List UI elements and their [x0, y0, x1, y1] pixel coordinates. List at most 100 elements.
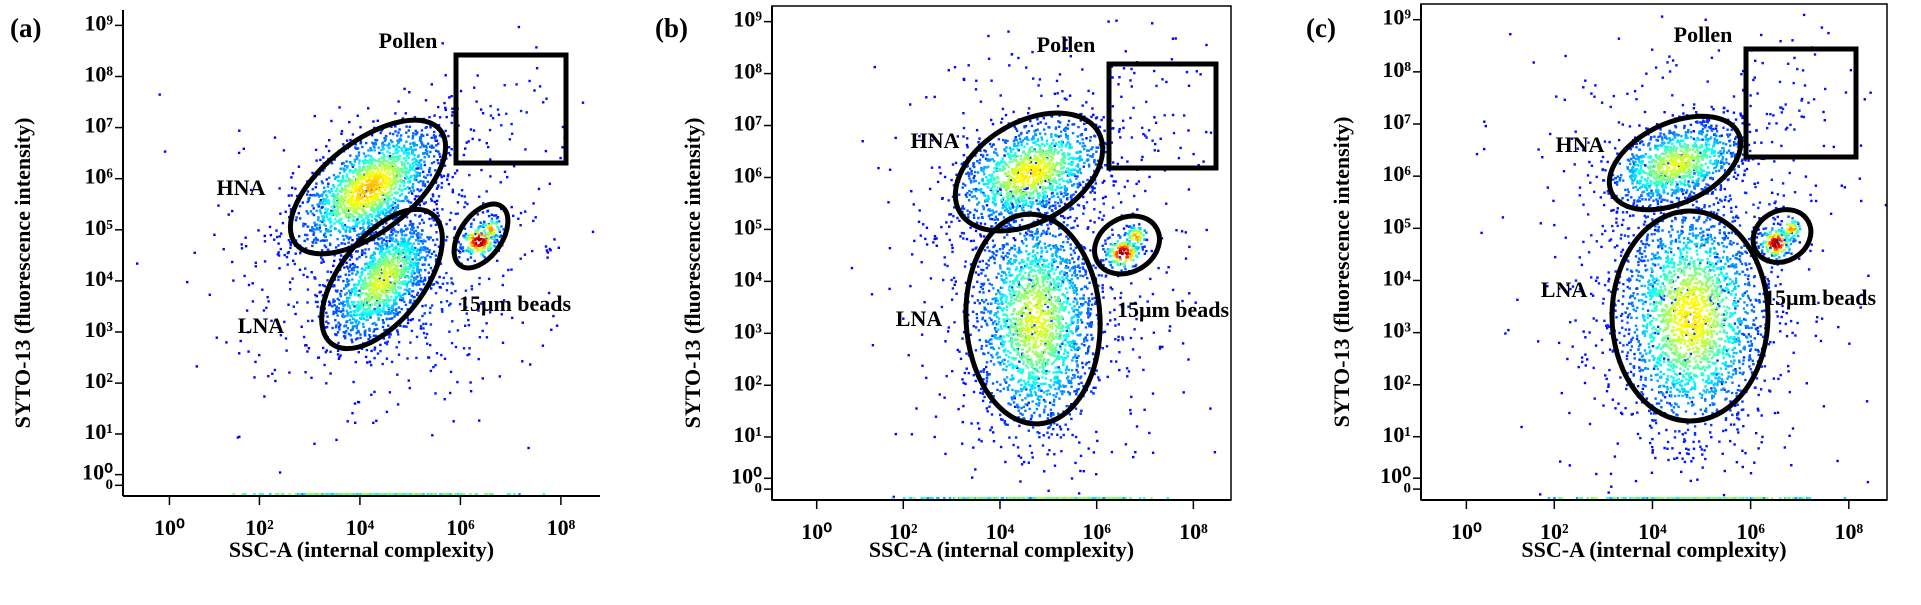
event-dot [451, 320, 454, 323]
event-dot [1029, 418, 1033, 421]
event-dot [381, 152, 384, 155]
event-dot [398, 128, 401, 131]
event-dot [349, 138, 352, 142]
event-dot [396, 151, 399, 155]
event-dot [401, 180, 404, 183]
event-dot [381, 240, 384, 243]
event-dot [429, 124, 432, 127]
event-dot [396, 216, 399, 219]
event-dot [1094, 300, 1097, 303]
event-dot [426, 247, 429, 250]
event-dot [404, 157, 407, 160]
event-dot [450, 281, 453, 284]
event-dot [525, 111, 528, 114]
event-dot [537, 187, 541, 191]
event-dot [1078, 270, 1081, 273]
event-dot [393, 240, 396, 243]
event-dot [421, 314, 424, 318]
event-dot [392, 132, 395, 136]
event-dot [490, 219, 493, 223]
event-dot [364, 287, 367, 290]
event-dot [400, 193, 403, 196]
event-dot [374, 230, 378, 234]
event-dot [362, 204, 366, 208]
event-dot [409, 146, 412, 149]
event-dot [412, 295, 415, 299]
event-dot [341, 234, 345, 238]
event-dot [378, 310, 381, 313]
event-dot [344, 315, 347, 318]
event-dot [1110, 119, 1114, 122]
event-dot [354, 200, 358, 203]
event-dot [348, 273, 351, 277]
event-dot [1115, 19, 1118, 22]
event-dot [406, 199, 409, 202]
event-dot [311, 319, 314, 322]
event-dot [1117, 323, 1120, 326]
event-dot [1093, 221, 1096, 224]
event-dot [414, 195, 417, 198]
event-dot [352, 186, 355, 189]
event-dot [284, 210, 287, 213]
event-dot [342, 304, 345, 308]
event-dot [325, 193, 328, 197]
event-dot [1017, 416, 1020, 419]
event-dot [419, 287, 422, 291]
event-dot [325, 493, 328, 496]
event-dot [427, 271, 430, 274]
event-dot [358, 159, 361, 162]
event-dot [977, 141, 980, 144]
event-dot [333, 193, 336, 196]
event-dot [468, 250, 472, 253]
event-dot [416, 188, 419, 191]
event-dot [242, 147, 245, 150]
event-dot [294, 493, 298, 496]
event-dot [380, 191, 384, 194]
event-dot [375, 309, 379, 313]
event-dot [421, 218, 424, 222]
event-dot [366, 172, 370, 176]
event-dot [384, 264, 388, 267]
event-dot [351, 133, 355, 136]
event-dot [374, 138, 377, 142]
event-dot [399, 295, 402, 298]
event-dot [427, 493, 430, 496]
event-dot [304, 371, 307, 374]
event-dot [489, 243, 492, 246]
event-dot [325, 325, 329, 329]
event-dot [213, 233, 216, 236]
event-dot [987, 259, 991, 262]
event-dot [329, 217, 332, 220]
event-dot [962, 207, 966, 210]
event-dot [389, 198, 392, 201]
event-dot [424, 268, 427, 272]
event-dot [432, 283, 436, 286]
event-dot [422, 331, 426, 335]
gate [451, 201, 511, 271]
event-dot [1095, 430, 1098, 434]
event-dot [1069, 55, 1072, 58]
event-dot [368, 281, 371, 284]
event-dot [430, 136, 433, 139]
event-dot [422, 246, 426, 249]
event-dot [416, 271, 419, 274]
event-dot [365, 216, 368, 219]
event-dot [389, 281, 392, 284]
event-dot [402, 266, 405, 269]
event-dot [1101, 218, 1104, 221]
event-dot [404, 224, 407, 227]
event-dot [974, 349, 978, 352]
event-dot [356, 337, 359, 340]
event-dot [380, 309, 384, 312]
event-dot [385, 357, 389, 360]
event-dot [388, 161, 391, 165]
event-dot [316, 238, 319, 242]
event-dot [395, 159, 399, 163]
event-dot [395, 245, 398, 248]
event-dot [392, 227, 395, 230]
event-dot [482, 254, 485, 257]
event-dot [370, 134, 374, 137]
event-dot [446, 282, 449, 285]
event-dot [391, 232, 395, 235]
event-dot [318, 201, 321, 204]
